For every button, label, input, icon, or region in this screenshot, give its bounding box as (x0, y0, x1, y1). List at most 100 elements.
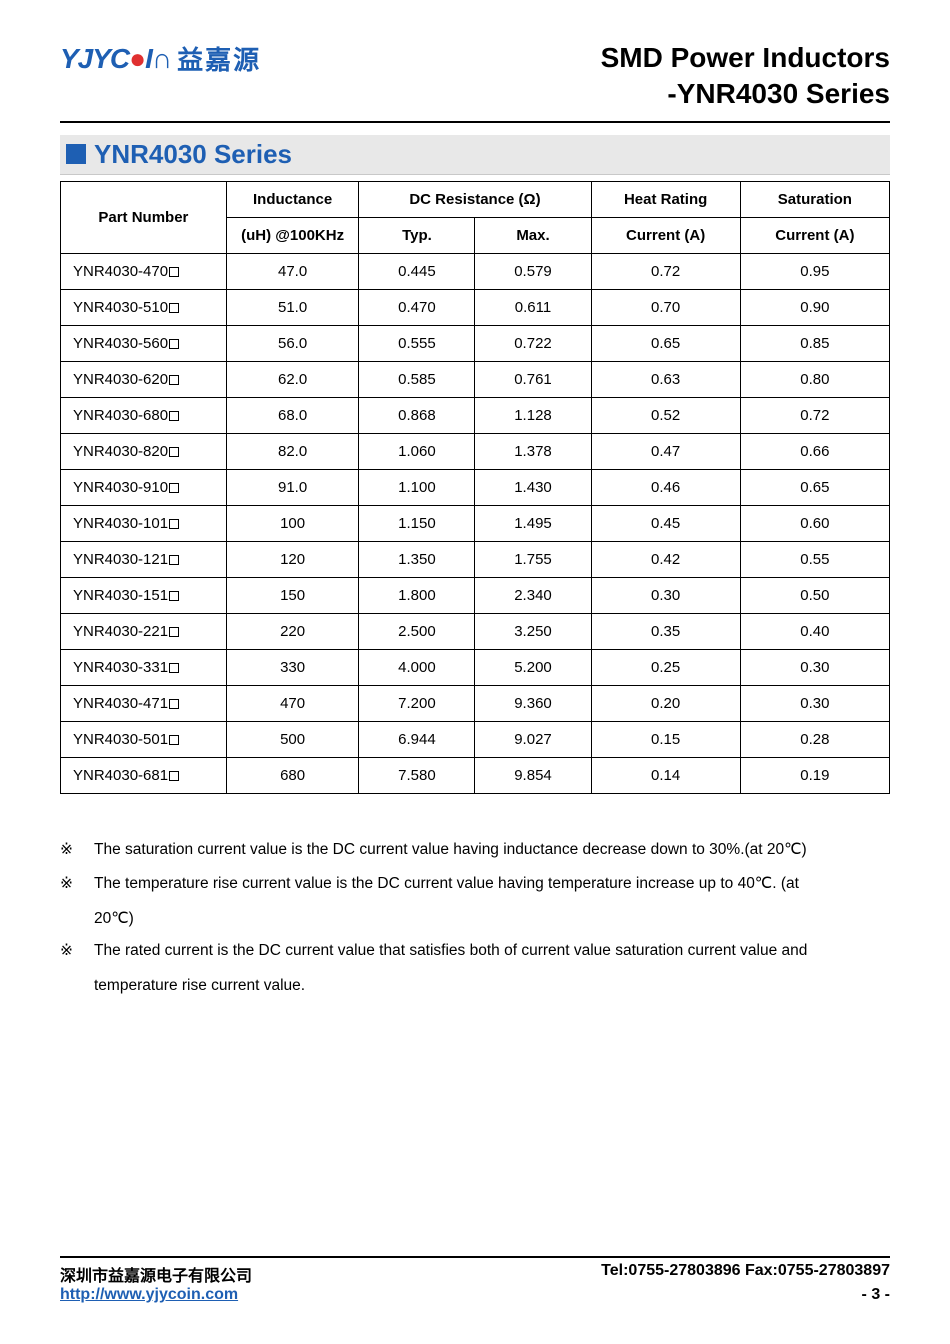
note-1: ※ The saturation current value is the DC… (60, 834, 890, 867)
cell-max: 5.200 (475, 649, 591, 685)
table-body: YNR4030-47047.00.4450.5790.720.95YNR4030… (61, 253, 890, 793)
cell-ind: 680 (226, 757, 359, 793)
cell-part-number: YNR4030-681 (61, 757, 227, 793)
cell-part-number: YNR4030-121 (61, 541, 227, 577)
page-footer: 深圳市益嘉源电子有限公司 Tel:0755-27803896 Fax:0755-… (60, 1256, 890, 1304)
footer-company: 深圳市益嘉源电子有限公司 (60, 1262, 252, 1286)
cell-ind: 150 (226, 577, 359, 613)
table-row: YNR4030-3313304.0005.2000.250.30 (61, 649, 890, 685)
cell-part-number: YNR4030-470 (61, 253, 227, 289)
cell-heat: 0.70 (591, 289, 740, 325)
cell-ind: 220 (226, 613, 359, 649)
cell-ind: 51.0 (226, 289, 359, 325)
cell-heat: 0.35 (591, 613, 740, 649)
table-row: YNR4030-82082.01.0601.3780.470.66 (61, 433, 890, 469)
col-dcr-typ: Typ. (359, 217, 475, 253)
table-row: YNR4030-47047.00.4450.5790.720.95 (61, 253, 890, 289)
cell-sat: 0.80 (740, 361, 889, 397)
footer-rule (60, 1256, 890, 1258)
cell-typ: 6.944 (359, 721, 475, 757)
cell-heat: 0.45 (591, 505, 740, 541)
cell-heat: 0.52 (591, 397, 740, 433)
cell-ind: 62.0 (226, 361, 359, 397)
note-mark: ※ (60, 935, 94, 968)
cell-heat: 0.30 (591, 577, 740, 613)
note-3b: temperature rise current value. (60, 970, 890, 1003)
cell-sat: 0.28 (740, 721, 889, 757)
cell-sat: 0.50 (740, 577, 889, 613)
col-heat-top: Heat Rating (591, 181, 740, 217)
table-row: YNR4030-2212202.5003.2500.350.40 (61, 613, 890, 649)
cell-heat: 0.15 (591, 721, 740, 757)
col-inductance-sub: (uH) @100KHz (226, 217, 359, 253)
company-logo: YJYC●I∩ 益嘉源 (60, 40, 261, 77)
cell-heat: 0.65 (591, 325, 740, 361)
cell-typ: 2.500 (359, 613, 475, 649)
section-title: YNR4030 Series (94, 139, 292, 170)
footer-url[interactable]: http://www.yjycoin.com (60, 1286, 238, 1304)
cell-max: 2.340 (475, 577, 591, 613)
cell-max: 9.854 (475, 757, 591, 793)
cell-sat: 0.95 (740, 253, 889, 289)
cell-ind: 56.0 (226, 325, 359, 361)
cell-heat: 0.47 (591, 433, 740, 469)
cell-max: 1.128 (475, 397, 591, 433)
footer-page: - 3 - (862, 1286, 890, 1304)
cell-heat: 0.42 (591, 541, 740, 577)
cell-sat: 0.30 (740, 685, 889, 721)
cell-sat: 0.66 (740, 433, 889, 469)
table-row: YNR4030-1211201.3501.7550.420.55 (61, 541, 890, 577)
table-row: YNR4030-1011001.1501.4950.450.60 (61, 505, 890, 541)
title-line1: SMD Power Inductors (601, 40, 890, 76)
cell-typ: 1.350 (359, 541, 475, 577)
cell-typ: 0.585 (359, 361, 475, 397)
note-3: ※ The rated current is the DC current va… (60, 935, 890, 968)
cell-sat: 0.30 (740, 649, 889, 685)
cell-max: 0.611 (475, 289, 591, 325)
cell-max: 9.027 (475, 721, 591, 757)
cell-sat: 0.90 (740, 289, 889, 325)
cell-part-number: YNR4030-101 (61, 505, 227, 541)
cell-sat: 0.60 (740, 505, 889, 541)
cell-heat: 0.14 (591, 757, 740, 793)
cell-heat: 0.20 (591, 685, 740, 721)
cell-ind: 47.0 (226, 253, 359, 289)
cell-part-number: YNR4030-221 (61, 613, 227, 649)
cell-max: 0.761 (475, 361, 591, 397)
cell-ind: 91.0 (226, 469, 359, 505)
col-dcr: DC Resistance (Ω) (359, 181, 591, 217)
cell-typ: 4.000 (359, 649, 475, 685)
cell-part-number: YNR4030-471 (61, 685, 227, 721)
footer-telfax: Tel:0755-27803896 Fax:0755-27803897 (601, 1262, 890, 1286)
cell-part-number: YNR4030-331 (61, 649, 227, 685)
cell-sat: 0.40 (740, 613, 889, 649)
cell-typ: 7.200 (359, 685, 475, 721)
cell-sat: 0.72 (740, 397, 889, 433)
note-mark: ※ (60, 834, 94, 867)
cell-typ: 0.868 (359, 397, 475, 433)
cell-part-number: YNR4030-510 (61, 289, 227, 325)
page-header: YJYC●I∩ 益嘉源 SMD Power Inductors -YNR4030… (60, 40, 890, 113)
cell-sat: 0.55 (740, 541, 889, 577)
cell-typ: 1.060 (359, 433, 475, 469)
cell-typ: 0.470 (359, 289, 475, 325)
col-sat-top: Saturation (740, 181, 889, 217)
cell-typ: 7.580 (359, 757, 475, 793)
cell-part-number: YNR4030-680 (61, 397, 227, 433)
cell-ind: 470 (226, 685, 359, 721)
col-sat-sub: Current (A) (740, 217, 889, 253)
table-row: YNR4030-56056.00.5550.7220.650.85 (61, 325, 890, 361)
table-row: YNR4030-1511501.8002.3400.300.50 (61, 577, 890, 613)
cell-max: 9.360 (475, 685, 591, 721)
spec-table: Part Number Inductance DC Resistance (Ω)… (60, 181, 890, 794)
note-1-text: The saturation current value is the DC c… (94, 834, 890, 867)
col-heat-sub: Current (A) (591, 217, 740, 253)
cell-sat: 0.19 (740, 757, 889, 793)
cell-ind: 330 (226, 649, 359, 685)
cell-sat: 0.65 (740, 469, 889, 505)
cell-max: 1.378 (475, 433, 591, 469)
cell-part-number: YNR4030-560 (61, 325, 227, 361)
col-inductance-top: Inductance (226, 181, 359, 217)
title-line2: -YNR4030 Series (601, 76, 890, 112)
table-row: YNR4030-4714707.2009.3600.200.30 (61, 685, 890, 721)
